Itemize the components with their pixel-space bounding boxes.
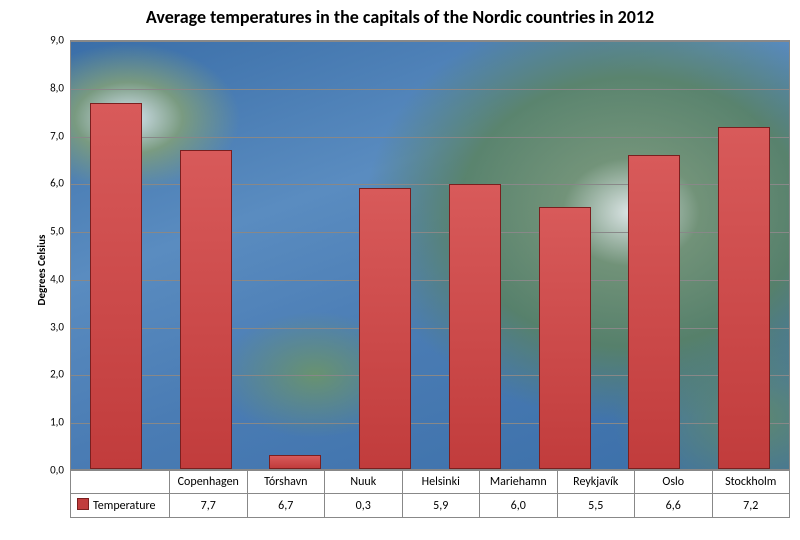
- bar-slot: [161, 41, 251, 469]
- y-tick-label: 9,0: [50, 34, 70, 47]
- chart-title: Average temperatures in the capitals of …: [0, 6, 800, 28]
- y-tick-label: 1,0: [50, 416, 70, 429]
- y-tick-label: 3,0: [50, 320, 70, 333]
- y-tick-label: 8,0: [50, 81, 70, 94]
- category-cell: Nuuk: [325, 471, 403, 494]
- value-cell: 6,0: [480, 494, 558, 518]
- y-tick-label: 2,0: [50, 368, 70, 381]
- category-cell: Mariehamn: [480, 471, 558, 494]
- bar: [269, 455, 321, 469]
- bar-slot: [520, 41, 610, 469]
- bar: [718, 127, 770, 469]
- value-row: Temperature 7,76,70,35,96,05,56,67,2: [71, 494, 790, 518]
- bar-slot: [610, 41, 700, 469]
- value-cell: 6,7: [247, 494, 325, 518]
- series-label: Temperature: [93, 499, 156, 513]
- category-cell: Reykjavík: [557, 471, 635, 494]
- bar-slot: [251, 41, 341, 469]
- value-cell: 5,5: [557, 494, 635, 518]
- bar-slot: [71, 41, 161, 469]
- category-row-header: [71, 471, 170, 494]
- bar: [359, 188, 411, 469]
- category-cell: Copenhagen: [170, 471, 248, 494]
- bar-slot: [430, 41, 520, 469]
- legend-marker-icon: [77, 498, 89, 510]
- y-tick-label: 0,0: [50, 464, 70, 477]
- bar: [539, 207, 591, 469]
- temperature-chart: Average temperatures in the capitals of …: [0, 0, 800, 540]
- bar: [90, 103, 142, 469]
- bar-slot: [699, 41, 789, 469]
- category-cell: Tórshavn: [247, 471, 325, 494]
- value-cell: 5,9: [402, 494, 480, 518]
- category-row: CopenhagenTórshavnNuukHelsinkiMariehamnR…: [71, 471, 790, 494]
- category-cell: Oslo: [635, 471, 713, 494]
- value-cell: 6,6: [635, 494, 713, 518]
- category-cell: Helsinki: [402, 471, 480, 494]
- plot-area: [70, 40, 790, 470]
- value-cell: 0,3: [325, 494, 403, 518]
- value-cell: 7,2: [712, 494, 790, 518]
- y-tick-label: 6,0: [50, 177, 70, 190]
- bar-group: [71, 41, 789, 469]
- category-cell: Stockholm: [712, 471, 790, 494]
- bar: [180, 150, 232, 469]
- y-axis-label: Degrees Celsius: [35, 235, 48, 306]
- bar: [628, 155, 680, 469]
- bar: [449, 184, 501, 469]
- series-row-header: Temperature: [71, 494, 170, 518]
- bar-slot: [340, 41, 430, 469]
- y-tick-label: 5,0: [50, 225, 70, 238]
- y-tick-label: 7,0: [50, 129, 70, 142]
- value-cell: 7,7: [170, 494, 248, 518]
- data-table: CopenhagenTórshavnNuukHelsinkiMariehamnR…: [70, 470, 790, 518]
- y-tick-label: 4,0: [50, 272, 70, 285]
